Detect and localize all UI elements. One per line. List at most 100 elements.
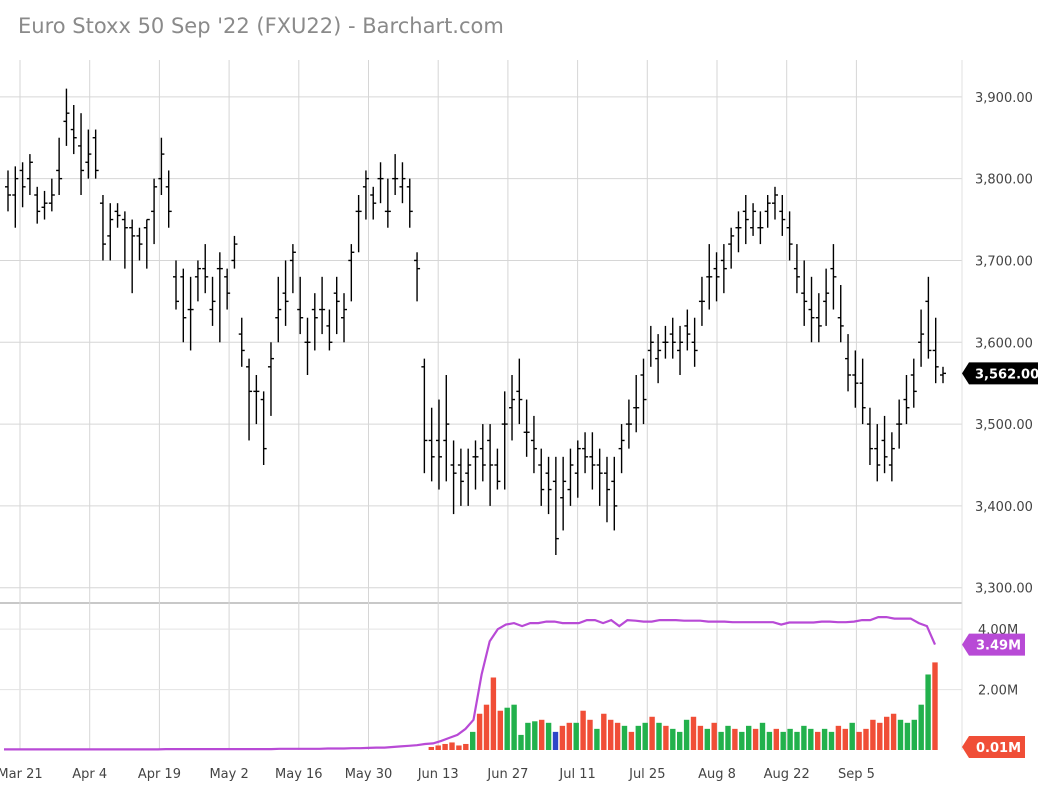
date-tick-label: May 2 (209, 767, 248, 782)
volume-bar (725, 725, 731, 750)
ohlc-bar (786, 211, 793, 261)
volume-bar (718, 731, 724, 750)
volume-bar (483, 704, 490, 750)
ohlc-bar (165, 170, 172, 228)
volume-bar (518, 734, 524, 750)
ohlc-bar (19, 162, 26, 208)
ohlc-bar (501, 391, 508, 490)
ohlc-bar (918, 309, 925, 367)
ohlc-bar (414, 252, 421, 302)
ohlc-bar (691, 317, 698, 367)
ohlc-bar (764, 195, 771, 228)
volume-bar (911, 719, 917, 750)
ohlc-bar (333, 276, 340, 335)
ohlc-bar (326, 309, 333, 351)
ohlc-bar (940, 366, 946, 384)
volume-bar (566, 722, 572, 750)
volume-bar (428, 746, 434, 750)
ohlc-bar (757, 211, 764, 245)
ohlc-bar (655, 334, 662, 384)
ohlc-bar (487, 424, 494, 506)
date-tick-label: May 30 (345, 767, 393, 782)
ohlc-bar (472, 440, 479, 490)
ohlc-bar (5, 170, 11, 212)
volume-bar (870, 719, 876, 750)
ohlc-bar (370, 186, 377, 220)
volume-bar (545, 722, 552, 750)
volume-bar (697, 725, 704, 750)
ohlc-bar (443, 375, 450, 482)
open-interest-line (4, 616, 937, 751)
volume-bars (428, 662, 938, 750)
volume-bar (463, 743, 469, 750)
ohlc-bar (216, 252, 223, 343)
ohlc-bar (582, 432, 589, 474)
ohlc-bar (552, 456, 559, 555)
date-tick-label: Jun 27 (486, 767, 528, 782)
ohlc-bar (837, 285, 844, 343)
ohlc-bar (545, 456, 552, 515)
ohlc-bar (311, 293, 318, 351)
ohlc-bar (823, 268, 830, 326)
ohlc-bar (845, 334, 852, 392)
volume-bar (884, 716, 890, 750)
ohlc-bar (209, 276, 216, 326)
ohlc-bar (180, 268, 187, 343)
volume-bar (773, 728, 779, 750)
volume-bar (621, 725, 628, 750)
volume-bar (690, 716, 697, 750)
ohlc-bar (26, 154, 33, 195)
ohlc-bar (12, 166, 19, 228)
volume-bar (539, 719, 545, 750)
ohlc-bar (450, 440, 457, 515)
volume-bar (587, 719, 593, 750)
volume-bar (601, 713, 607, 750)
volume-bar (918, 704, 924, 750)
ohlc-bar (63, 88, 70, 146)
ohlc-bar (341, 293, 348, 343)
ohlc-bar (377, 162, 384, 204)
date-tick-label: May 16 (275, 767, 323, 782)
ohlc-bar (728, 227, 735, 269)
ohlc-bar (801, 260, 808, 326)
volume-bar (511, 704, 517, 750)
ohlc-bar (224, 268, 231, 310)
grid-lines (0, 60, 963, 750)
volume-bar (504, 707, 510, 750)
ohlc-bar (888, 432, 895, 482)
ohlc-bar (399, 162, 406, 204)
volume-bar (815, 731, 821, 750)
ohlc-bar (523, 399, 530, 457)
ohlc-bar (618, 424, 625, 474)
ohlc-bar (289, 244, 296, 294)
volume-bar (663, 725, 669, 750)
ohlc-bar (246, 358, 253, 441)
ohlc-bar (282, 260, 289, 326)
ohlc-bar (48, 178, 55, 212)
volume-bar (835, 725, 842, 750)
volume-bar (759, 722, 766, 750)
date-tick-label: Mar 21 (0, 767, 43, 782)
axis-labels: 3,900.00 3,800.00 3,700.00 3,600.00 3,500.00… (0, 91, 1039, 782)
volume-bar (442, 743, 448, 750)
price-tick-label: 3,300.00 (975, 582, 1033, 597)
volume-bar (801, 725, 807, 750)
ohlc-bar (611, 456, 618, 531)
ohlc-bar (516, 358, 523, 425)
ohlc-bar (107, 203, 114, 261)
ohlc-bar (830, 244, 837, 310)
volume-bar (704, 728, 710, 750)
ohlc-bars (5, 88, 946, 555)
ohlc-bar (647, 325, 654, 367)
ohlc-bar (808, 276, 815, 343)
volume-bar (780, 731, 786, 750)
ohlc-bar (509, 375, 516, 441)
volume-bar (525, 722, 531, 750)
ohlc-bar (720, 244, 727, 294)
volume-bar (552, 731, 559, 750)
ohlc-bar (713, 252, 720, 302)
ohlc-bar (706, 244, 713, 310)
ohlc-bar (253, 375, 260, 425)
volume-bar (897, 719, 904, 750)
